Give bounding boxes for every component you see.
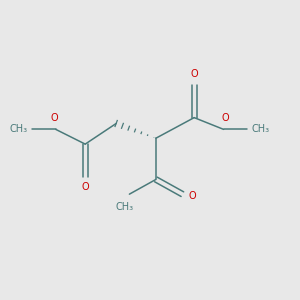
Text: O: O	[50, 113, 58, 123]
Text: O: O	[189, 190, 196, 201]
Text: O: O	[221, 113, 229, 123]
Text: CH₃: CH₃	[252, 124, 270, 134]
Text: O: O	[190, 69, 198, 79]
Text: CH₃: CH₃	[116, 202, 134, 212]
Text: O: O	[81, 182, 89, 192]
Text: CH₃: CH₃	[10, 124, 28, 134]
